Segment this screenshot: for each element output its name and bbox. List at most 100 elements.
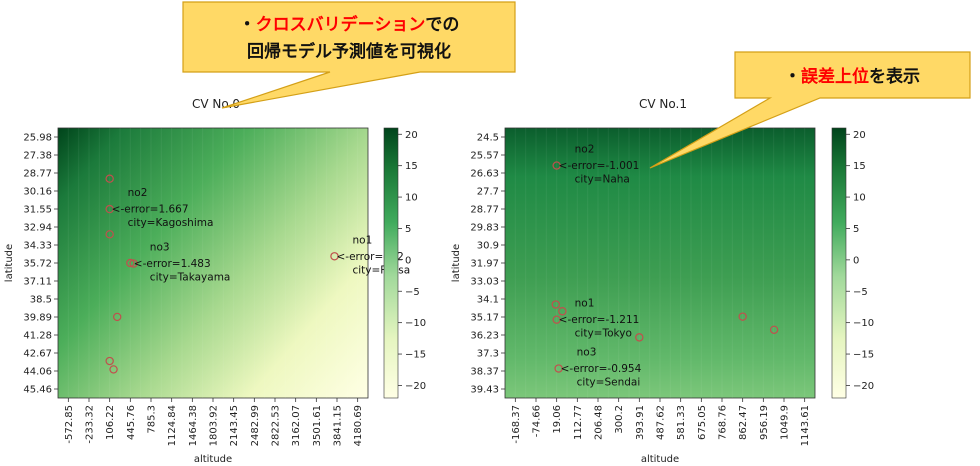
heatmap-area-cv1 bbox=[504, 127, 816, 399]
colorbar-ticks-cv0: 20 15 10 5 0 −5 −10 −15 −20 bbox=[398, 130, 426, 392]
x-tick-label: 862.47 bbox=[738, 405, 749, 440]
annotation-name: no1 bbox=[352, 234, 372, 246]
annotation-city: city=Naha bbox=[575, 174, 630, 186]
annotation-error: <-error=-0.954 bbox=[561, 363, 642, 375]
data-point-marker bbox=[552, 315, 561, 324]
data-point-marker bbox=[109, 365, 118, 374]
x-tick-label: 112.77 bbox=[573, 405, 584, 440]
x-tick-label: -74.66 bbox=[532, 405, 543, 437]
x-axis-label-cv0: altitude bbox=[194, 454, 232, 465]
x-tick-label: 1124.84 bbox=[167, 405, 178, 446]
y-axis-label-cv0: latitude bbox=[4, 244, 15, 282]
x-tick-label: 4180.69 bbox=[353, 405, 364, 446]
colorbar-tick-label: 0 bbox=[405, 255, 411, 266]
x-tick-label: 675.05 bbox=[697, 405, 708, 440]
x-tick-label: 206.48 bbox=[594, 405, 605, 440]
y-tick-label: 34.33 bbox=[23, 241, 52, 252]
y-tick-label: 28.77 bbox=[470, 205, 499, 216]
chart-title-cv1: CV No.1 bbox=[639, 97, 687, 111]
data-point-marker bbox=[126, 258, 135, 268]
y-ticks-cv0: 25.98 27.38 28.77 30.16 31.55 32.94 34.33 35.72… bbox=[23, 133, 58, 396]
colorbar-tick-label: −5 bbox=[405, 287, 420, 298]
x-tick-label: 581.33 bbox=[676, 405, 687, 440]
colorbar-tick-label: −5 bbox=[853, 287, 868, 298]
annotations-cv1: no2 <-error=-1.001 city=Naha no1 <-error=-1.… bbox=[559, 144, 642, 389]
y-tick-label: 34.1 bbox=[477, 295, 499, 306]
data-point-marker bbox=[105, 356, 114, 366]
y-tick-label: 30.9 bbox=[477, 241, 499, 252]
y-tick-label: 25.98 bbox=[23, 133, 52, 144]
data-point-marker bbox=[552, 161, 561, 170]
callout-left-line2: 回帰モデル予測値を可視化 bbox=[247, 41, 451, 62]
callout-right-rest: を表示 bbox=[869, 66, 920, 87]
x-tick-label: 106.22 bbox=[105, 405, 116, 440]
y-tick-label: 36.23 bbox=[470, 331, 499, 342]
y-tick-label: 42.67 bbox=[23, 349, 52, 360]
x-tick-label: -168.37 bbox=[511, 405, 522, 444]
data-point-marker bbox=[330, 252, 339, 261]
colorbar-tick-label: −15 bbox=[853, 350, 874, 361]
y-tick-label: 32.94 bbox=[23, 223, 52, 234]
callout-left: ・クロスバリデーションでの 回帰モデル予測値を可視化 bbox=[182, 1, 516, 109]
x-tick-label: 3841.15 bbox=[333, 405, 344, 446]
points-cv0 bbox=[105, 174, 339, 374]
annotation-city: city=Takayama bbox=[150, 271, 231, 283]
data-point-marker bbox=[558, 307, 567, 316]
y-tick-label: 37.11 bbox=[23, 277, 52, 288]
y-tick-label: 31.55 bbox=[23, 205, 52, 216]
annotation-no3: no3 <-error=-0.954 city=Sendai bbox=[561, 347, 642, 389]
colorbar-tick-label: 15 bbox=[853, 161, 866, 172]
colorbar-ticks-cv1: 20 15 10 5 0 −5 −10 −15 −20 bbox=[846, 130, 874, 392]
colorbar-tick-label: −10 bbox=[405, 318, 426, 329]
y-ticks-cv1: 24.5 25.57 26.63 27.7 28.77 29.83 30.9 31.97 33.… bbox=[470, 133, 505, 396]
x-tick-label: 768.76 bbox=[718, 405, 729, 440]
x-tick-label: 19.06 bbox=[552, 405, 563, 434]
x-tick-label: 1143.61 bbox=[800, 405, 811, 446]
data-point-marker bbox=[554, 364, 563, 373]
x-tick-label: 300.2 bbox=[614, 405, 625, 434]
callout-right-bubble bbox=[649, 51, 971, 169]
callout-left-rest: での bbox=[425, 15, 459, 35]
x-tick-label: 1803.92 bbox=[209, 405, 220, 446]
x-tick-label: 3501.61 bbox=[312, 405, 323, 446]
x-tick-label: -233.32 bbox=[85, 405, 96, 444]
data-point-marker bbox=[738, 312, 747, 321]
y-tick-label: 27.7 bbox=[477, 187, 499, 198]
annotation-name: no1 bbox=[575, 298, 595, 310]
annotation-error: <-error=-1.001 bbox=[559, 160, 640, 172]
x-tick-label: 2822.53 bbox=[271, 405, 282, 446]
callout-right-emphasis: 誤差上位 bbox=[801, 66, 869, 87]
y-tick-label: 25.57 bbox=[470, 151, 499, 162]
y-tick-label: 38.37 bbox=[470, 367, 499, 378]
y-tick-label: 45.46 bbox=[23, 385, 52, 396]
callout-left-emphasis: クロスバリデーション bbox=[256, 14, 426, 35]
x-axis-label-cv1: altitude bbox=[641, 454, 679, 465]
x-tick-label: 785.3 bbox=[147, 405, 158, 434]
data-point-marker bbox=[769, 325, 779, 334]
data-point-marker bbox=[105, 230, 114, 239]
x-tick-label: 1049.9 bbox=[780, 405, 791, 440]
x-tick-label: 2482.99 bbox=[250, 405, 261, 446]
y-tick-label: 35.17 bbox=[470, 313, 499, 324]
callout-left-bullet: ・ bbox=[239, 15, 256, 35]
colorbar-tick-label: −10 bbox=[853, 318, 874, 329]
x-tick-label: -572.85 bbox=[64, 405, 75, 444]
colorbar-tick-label: 5 bbox=[853, 224, 859, 235]
callout-right: ・誤差上位を表示 bbox=[649, 51, 971, 169]
y-axis-label-cv1: latitude bbox=[451, 244, 462, 282]
x-tick-label: 487.62 bbox=[656, 405, 667, 440]
heatmap-cells-cv0 bbox=[67, 128, 359, 398]
y-tick-label: 44.06 bbox=[23, 367, 52, 378]
y-tick-label: 39.89 bbox=[23, 313, 52, 324]
y-tick-label: 39.43 bbox=[470, 385, 499, 396]
x-tick-label: 3162.07 bbox=[291, 405, 302, 446]
annotation-city: city=Tokyo bbox=[575, 328, 632, 340]
y-tick-label: 30.16 bbox=[23, 187, 52, 198]
colorbar-tick-label: −20 bbox=[853, 381, 874, 392]
annotation-name: no2 bbox=[575, 144, 595, 156]
heatmap-cells-cv1 bbox=[514, 128, 806, 398]
y-tick-label: 38.5 bbox=[30, 295, 52, 306]
annotation-name: no3 bbox=[577, 347, 597, 359]
